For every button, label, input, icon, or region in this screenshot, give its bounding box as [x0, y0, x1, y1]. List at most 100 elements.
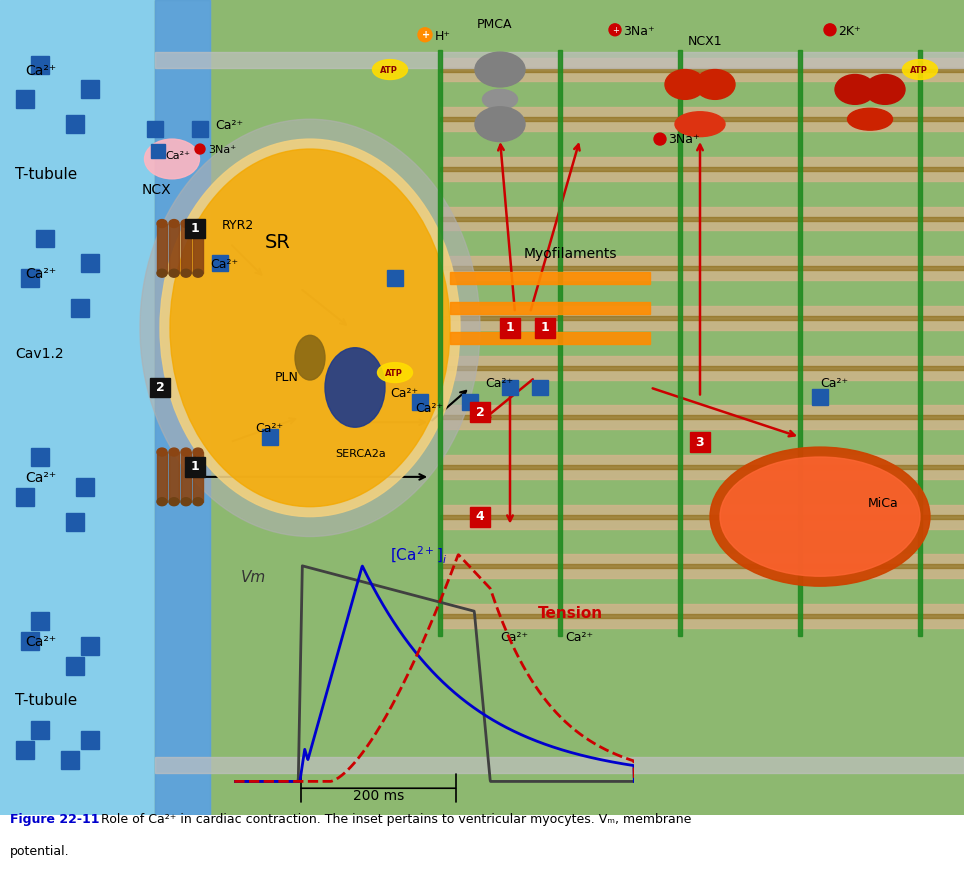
- Bar: [21, 269, 39, 287]
- Bar: [155, 0, 210, 815]
- Text: PMCA: PMCA: [477, 18, 513, 31]
- Ellipse shape: [665, 69, 705, 99]
- Text: Ca²⁺: Ca²⁺: [25, 635, 56, 649]
- Ellipse shape: [193, 449, 203, 456]
- Text: 1: 1: [541, 321, 549, 335]
- Text: 1: 1: [191, 222, 200, 235]
- Bar: [440, 266, 964, 270]
- Bar: [192, 121, 208, 138]
- Text: +: +: [612, 25, 619, 35]
- Bar: [440, 365, 964, 370]
- Ellipse shape: [483, 89, 518, 110]
- Text: MiCa: MiCa: [868, 497, 898, 510]
- Ellipse shape: [295, 336, 325, 380]
- Bar: [71, 299, 89, 317]
- Bar: [31, 721, 49, 739]
- Bar: [212, 255, 228, 272]
- Text: Role of Ca²⁺ in cardiac contraction. The inset pertains to ventricular myocytes.: Role of Ca²⁺ in cardiac contraction. The…: [101, 814, 691, 826]
- Bar: [812, 390, 828, 406]
- Bar: [262, 429, 278, 445]
- Bar: [193, 452, 203, 502]
- Bar: [387, 270, 403, 286]
- Ellipse shape: [160, 139, 460, 517]
- Ellipse shape: [720, 457, 920, 576]
- Ellipse shape: [378, 363, 413, 383]
- Text: SERCA2a: SERCA2a: [335, 449, 386, 459]
- Text: ATP: ATP: [910, 66, 928, 74]
- Bar: [440, 505, 964, 528]
- Bar: [66, 657, 84, 675]
- Ellipse shape: [169, 449, 179, 456]
- Text: T-tubule: T-tubule: [15, 166, 77, 182]
- Bar: [440, 117, 964, 121]
- Bar: [61, 751, 79, 769]
- Text: Ca²⁺: Ca²⁺: [255, 422, 283, 435]
- Text: 200 ms: 200 ms: [353, 788, 404, 802]
- Bar: [440, 167, 964, 171]
- Bar: [31, 56, 49, 74]
- Text: 4: 4: [475, 510, 484, 523]
- Bar: [440, 406, 964, 429]
- Text: Myofilaments: Myofilaments: [523, 247, 617, 261]
- Ellipse shape: [475, 53, 525, 87]
- Bar: [440, 455, 964, 479]
- Bar: [16, 488, 34, 505]
- Ellipse shape: [157, 449, 167, 456]
- Bar: [440, 207, 964, 230]
- Ellipse shape: [675, 112, 725, 137]
- Bar: [81, 637, 99, 654]
- Text: Ca²⁺: Ca²⁺: [415, 402, 443, 415]
- Bar: [440, 157, 964, 180]
- Ellipse shape: [193, 269, 203, 277]
- Text: Ca²⁺: Ca²⁺: [25, 64, 56, 77]
- Text: Ca²⁺: Ca²⁺: [165, 151, 190, 161]
- Bar: [155, 757, 964, 773]
- Bar: [558, 50, 562, 636]
- Ellipse shape: [865, 74, 905, 104]
- Text: ATP: ATP: [380, 66, 398, 74]
- Text: RYR2: RYR2: [222, 218, 254, 231]
- Bar: [150, 378, 170, 398]
- Bar: [440, 257, 964, 280]
- Ellipse shape: [193, 220, 203, 228]
- Text: +: +: [422, 30, 430, 39]
- Ellipse shape: [847, 109, 893, 131]
- Text: Ca²⁺: Ca²⁺: [820, 378, 848, 391]
- Bar: [155, 0, 964, 815]
- Ellipse shape: [824, 24, 836, 36]
- Bar: [918, 50, 922, 636]
- Bar: [462, 394, 478, 410]
- Text: potential.: potential.: [10, 845, 69, 858]
- Text: 3: 3: [696, 435, 705, 449]
- Bar: [155, 52, 964, 67]
- Bar: [440, 356, 964, 379]
- Ellipse shape: [170, 149, 450, 506]
- Bar: [66, 512, 84, 531]
- Text: Ca²⁺: Ca²⁺: [215, 119, 243, 132]
- Bar: [21, 632, 39, 650]
- Bar: [440, 306, 964, 330]
- Bar: [440, 67, 964, 72]
- Text: 3Na⁺: 3Na⁺: [623, 25, 655, 38]
- Text: 1: 1: [506, 321, 515, 335]
- Ellipse shape: [140, 119, 480, 536]
- Ellipse shape: [181, 269, 191, 277]
- Bar: [169, 452, 179, 502]
- Bar: [532, 379, 548, 395]
- Ellipse shape: [372, 60, 408, 80]
- Text: Ca²⁺: Ca²⁺: [210, 258, 238, 272]
- Text: 1: 1: [191, 461, 200, 473]
- Bar: [157, 223, 167, 273]
- Bar: [470, 506, 490, 526]
- Ellipse shape: [157, 269, 167, 277]
- Bar: [31, 449, 49, 466]
- Bar: [798, 50, 802, 636]
- Bar: [440, 58, 964, 81]
- Text: Cav1.2: Cav1.2: [15, 347, 64, 361]
- Ellipse shape: [695, 69, 735, 99]
- Text: Vm: Vm: [241, 569, 266, 584]
- Text: 2K⁺: 2K⁺: [838, 25, 861, 38]
- Bar: [450, 272, 650, 284]
- Ellipse shape: [181, 449, 191, 456]
- Bar: [185, 457, 205, 477]
